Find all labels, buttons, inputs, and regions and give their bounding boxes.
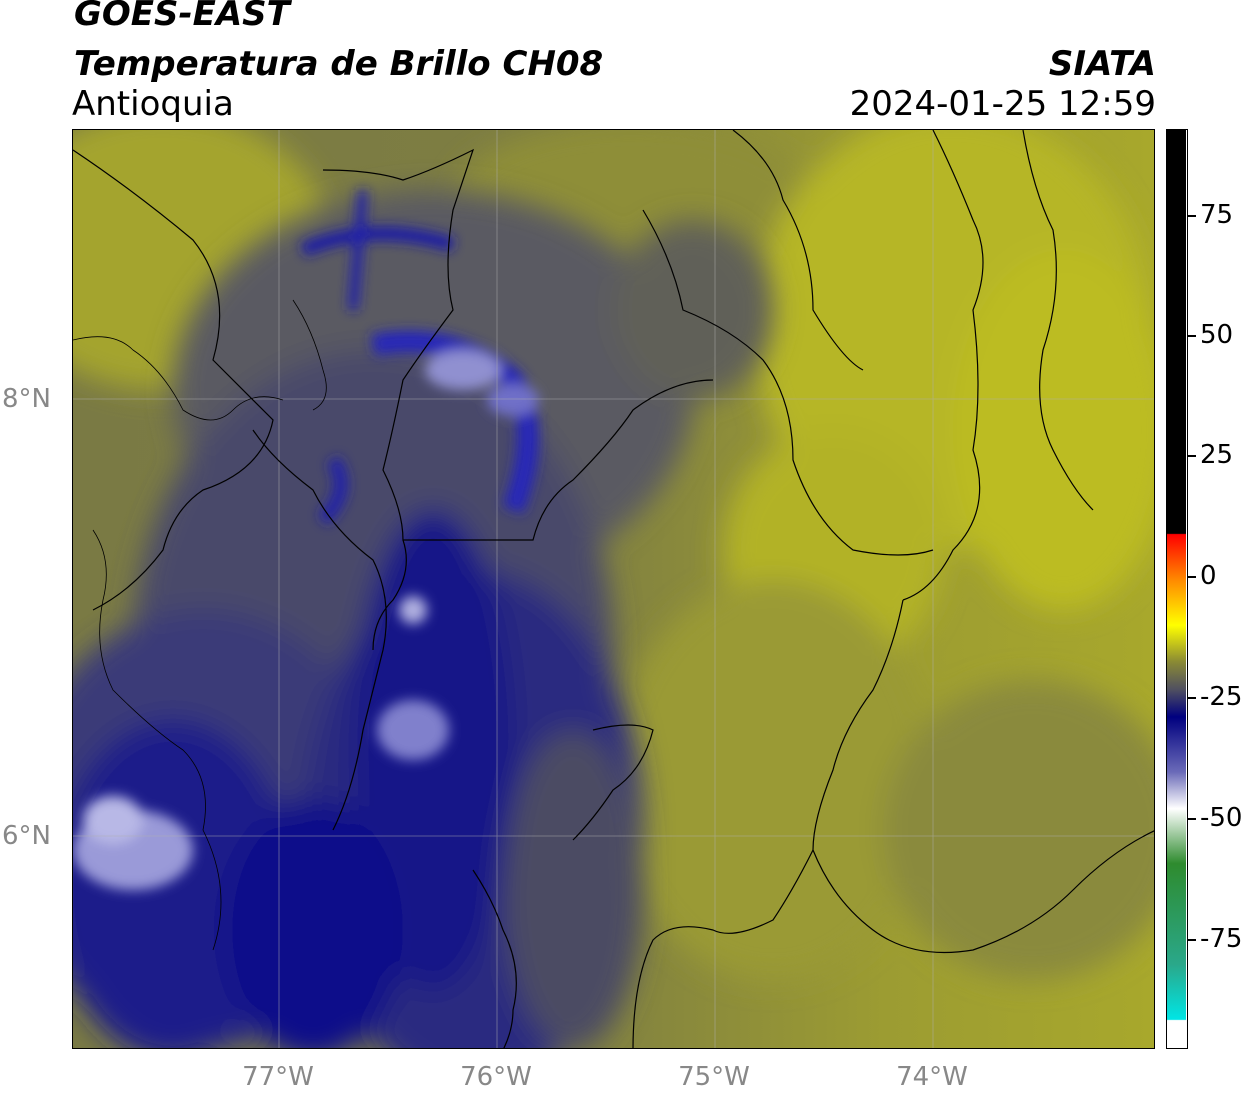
- colorbar-label: -25: [1200, 682, 1243, 712]
- lon-label: 74°W: [896, 1062, 968, 1092]
- lat-label: 6°N: [2, 821, 51, 851]
- colorbar-tick: [1188, 215, 1196, 217]
- brightness-temperature-map[interactable]: [72, 129, 1155, 1049]
- satellite-title: GOES-EAST: [74, 0, 290, 34]
- coastline: [73, 299, 327, 951]
- lon-label: 76°W: [460, 1062, 532, 1092]
- lon-label: 75°W: [678, 1062, 750, 1092]
- graticule: [73, 130, 1154, 1048]
- colorbar-label: 25: [1200, 440, 1234, 470]
- organization-label: SIATA: [1048, 44, 1156, 84]
- lon-label: 77°W: [242, 1062, 314, 1092]
- colorbar-label: 50: [1200, 320, 1234, 350]
- colorbar-label: -50: [1200, 803, 1243, 833]
- colorbar-label: -75: [1200, 924, 1243, 954]
- colorbar-tick: [1188, 939, 1196, 941]
- product-title: Temperatura de Brillo CH08: [74, 44, 604, 84]
- datetime-label: 2024-01-25 12:59: [849, 84, 1156, 124]
- lat-label: 8°N: [2, 384, 51, 414]
- colorbar: [1166, 129, 1188, 1049]
- colorbar-label: 0: [1200, 561, 1217, 591]
- colorbar-tick: [1188, 455, 1196, 457]
- colorbar-tick: [1188, 818, 1196, 820]
- municipal-boundaries: [73, 130, 1154, 1048]
- colorbar-tick: [1188, 335, 1196, 337]
- colorbar-label: 75: [1200, 200, 1234, 230]
- region-label: Antioquia: [72, 84, 234, 124]
- colorbar-tick: [1188, 576, 1196, 578]
- map-canvas: [73, 130, 1154, 1048]
- colorbar-tick: [1188, 697, 1196, 699]
